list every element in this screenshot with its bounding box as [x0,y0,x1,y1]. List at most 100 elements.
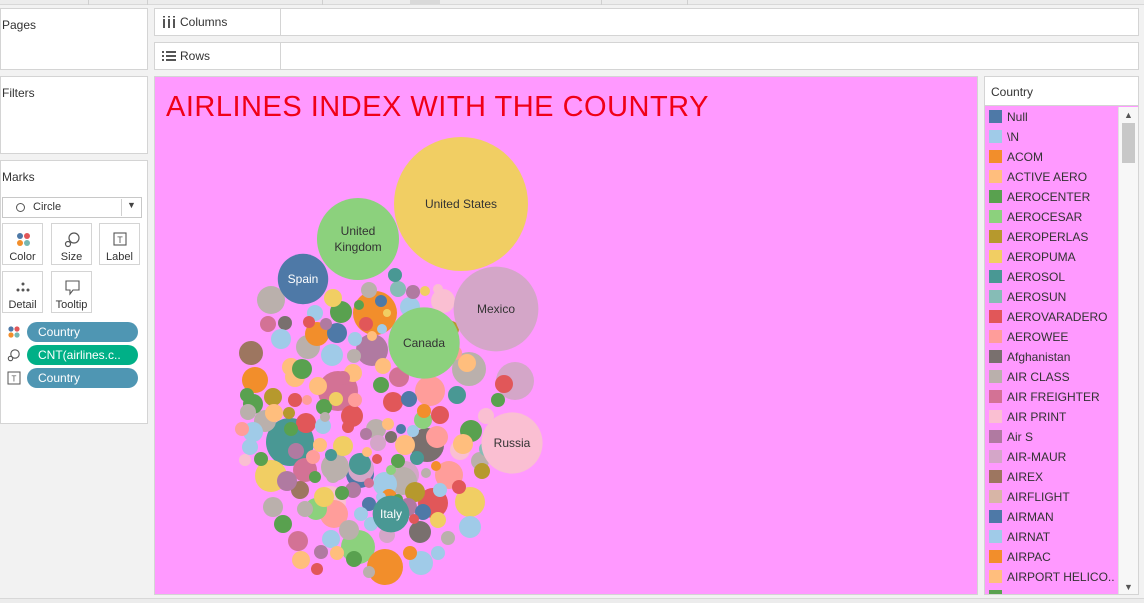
bubble-mark[interactable] [326,469,340,483]
legend-item[interactable]: Null [985,107,1119,127]
bubble-mark[interactable] [288,393,302,407]
bubble-mark[interactable] [420,286,430,296]
bubble-mark[interactable] [431,406,449,424]
bubble-mark[interactable] [395,435,415,455]
bubble-italy[interactable] [372,495,410,533]
legend-item[interactable]: AEROSUN [985,287,1119,307]
legend-item[interactable]: ACTIVE AERO [985,167,1119,187]
bubble-mark[interactable] [362,497,376,511]
legend-item[interactable] [985,587,1119,594]
bubble-mark[interactable] [406,285,420,299]
bubble-mark[interactable] [292,551,310,569]
legend-item[interactable]: AEROPUMA [985,247,1119,267]
bubble-mark[interactable] [321,344,343,366]
bubble-mark[interactable] [320,500,348,528]
bubble-mark[interactable] [303,316,315,328]
bubble-mark[interactable] [375,358,391,374]
bubble-mark[interactable] [346,551,362,567]
bubble-mark[interactable] [296,413,316,433]
legend-item[interactable]: AIRNAT [985,527,1119,547]
bubble-mark[interactable] [333,436,353,456]
bubble-mark[interactable] [405,482,425,502]
bubble-mark[interactable] [242,367,268,393]
bubble-mark[interactable] [452,480,466,494]
legend-item[interactable]: AEROSOL [985,267,1119,287]
bubble-mark[interactable] [260,316,276,332]
bubble-mark[interactable] [288,531,308,551]
bubble-mark[interactable] [410,451,424,465]
bubble-spain[interactable] [277,253,329,305]
bubble-mark[interactable] [491,393,505,407]
bubble-mark[interactable] [455,487,485,517]
bubble-mark[interactable] [336,371,350,385]
bubble-mark[interactable] [297,501,313,517]
bubble-mark[interactable] [360,428,372,440]
bubble-mark[interactable] [284,422,298,436]
legend-item[interactable]: Air S [985,427,1119,447]
legend-item[interactable]: AIR-MAUR [985,447,1119,467]
bubble-mark[interactable] [264,388,282,406]
tooltip-card[interactable]: Tooltip [51,271,92,313]
size-pill-row[interactable]: CNT(airlines.c.. [6,345,140,365]
mark-type-dropdown[interactable]: Circle ▼ [2,197,142,218]
bubble-mark[interactable] [274,515,292,533]
bubble-mark[interactable] [329,392,343,406]
legend-item[interactable]: AIR CLASS [985,367,1119,387]
bubble-mark[interactable] [271,329,291,349]
rows-shelf[interactable]: Rows [154,42,1139,70]
bubble-mark[interactable] [302,395,312,405]
legend-item[interactable]: AIRPORT HELICO.. [985,567,1119,587]
bubble-mark[interactable] [263,497,283,517]
bubble-mark[interactable] [320,318,332,330]
bubble-mark[interactable] [433,284,443,294]
size-card[interactable]: Size [51,223,92,265]
bubble-mexico[interactable] [453,266,539,352]
scroll-up-icon[interactable]: ▲ [1124,110,1133,120]
legend-item[interactable]: AIR PRINT [985,407,1119,427]
bubble-mark[interactable] [320,412,330,422]
country-color-pill[interactable]: Country [27,322,138,342]
legend-item[interactable]: AIRFLIGHT [985,487,1119,507]
bubble-mark[interactable] [345,482,361,498]
bubble-mark[interactable] [324,289,342,307]
bubble-mark[interactable] [385,431,397,443]
bubble-mark[interactable] [322,530,340,548]
bubble-mark[interactable] [370,435,386,451]
bubble-united-kingdom[interactable] [316,197,400,281]
legend-item[interactable]: ACOM [985,147,1119,167]
bubble-mark[interactable] [459,516,481,538]
bubble-mark[interactable] [409,521,431,543]
bubble-mark[interactable] [430,512,446,528]
bubble-mark[interactable] [433,483,447,497]
bubble-mark[interactable] [383,309,391,317]
bubble-mark[interactable] [313,438,327,452]
legend-item[interactable]: \N [985,127,1119,147]
bubble-mark[interactable] [309,377,327,395]
bubble-mark[interactable] [386,465,396,475]
bubble-mark[interactable] [348,332,362,346]
bubble-mark[interactable] [347,349,361,363]
bubble-mark[interactable] [403,546,417,560]
bubble-mark[interactable] [325,449,337,461]
bubble-russia[interactable] [481,412,543,474]
bubble-mark[interactable] [388,268,402,282]
bubble-mark[interactable] [431,289,455,313]
detail-card[interactable]: Detail [2,271,43,313]
bubble-mark[interactable] [277,471,297,491]
legend-scrollbar[interactable]: ▲ ▼ [1118,107,1138,594]
bubble-mark[interactable] [431,546,445,560]
bubble-mark[interactable] [335,486,349,500]
bubble-mark[interactable] [382,418,394,430]
label-card[interactable]: T Label [99,223,140,265]
bubble-mark[interactable] [288,443,304,459]
bubble-canada[interactable] [388,307,460,379]
bubble-mark[interactable] [364,478,374,488]
bubble-mark[interactable] [372,454,382,464]
bubble-mark[interactable] [383,392,403,412]
bubble-mark[interactable] [242,439,258,455]
bubble-mark[interactable] [415,504,431,520]
bubble-mark[interactable] [309,471,321,483]
bubble-mark[interactable] [349,453,371,475]
bubble-mark[interactable] [265,404,283,422]
bubble-mark[interactable] [278,316,292,330]
